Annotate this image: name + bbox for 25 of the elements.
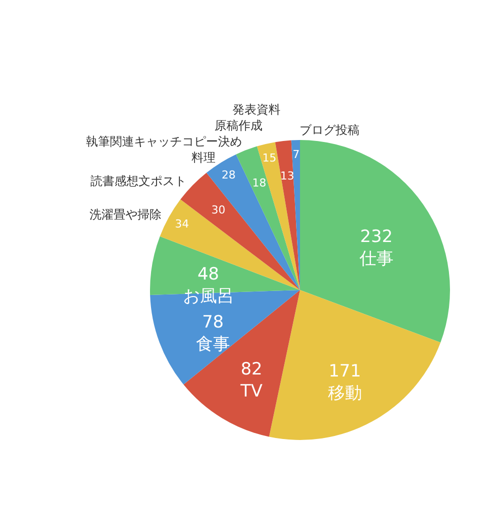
- data-label: 34: [174, 217, 189, 230]
- data-label: 82: [240, 359, 262, 380]
- slice-label: 執筆関連キャッチコピー決め: [86, 134, 242, 149]
- slice-label: 仕事: [358, 248, 394, 269]
- data-label: 232: [360, 226, 393, 247]
- slice-label: ブログ投稿: [299, 123, 360, 138]
- slice-label: 読書感想文ポスト: [90, 174, 186, 188]
- data-label: 171: [328, 361, 362, 382]
- slice-label: 洗濯畳や掃除: [90, 207, 162, 222]
- data-label: 78: [202, 312, 224, 333]
- slice-label: 原稿作成: [214, 118, 263, 133]
- slice-label: 食事: [196, 334, 230, 355]
- slice-label: 料理: [192, 150, 216, 165]
- slice-label: 移動: [328, 383, 362, 404]
- slice-label: TV: [240, 381, 263, 402]
- data-label: 30: [211, 203, 226, 216]
- data-label: 48: [197, 264, 220, 285]
- slice-label: 発表資料: [232, 102, 281, 117]
- data-label: 28: [222, 168, 236, 182]
- data-label: 7: [292, 148, 300, 162]
- pie-slice: [269, 290, 441, 440]
- data-label: 18: [252, 176, 266, 190]
- slice-label: お風呂: [182, 286, 234, 307]
- data-label: 15: [262, 152, 276, 165]
- data-label: 13: [280, 170, 294, 183]
